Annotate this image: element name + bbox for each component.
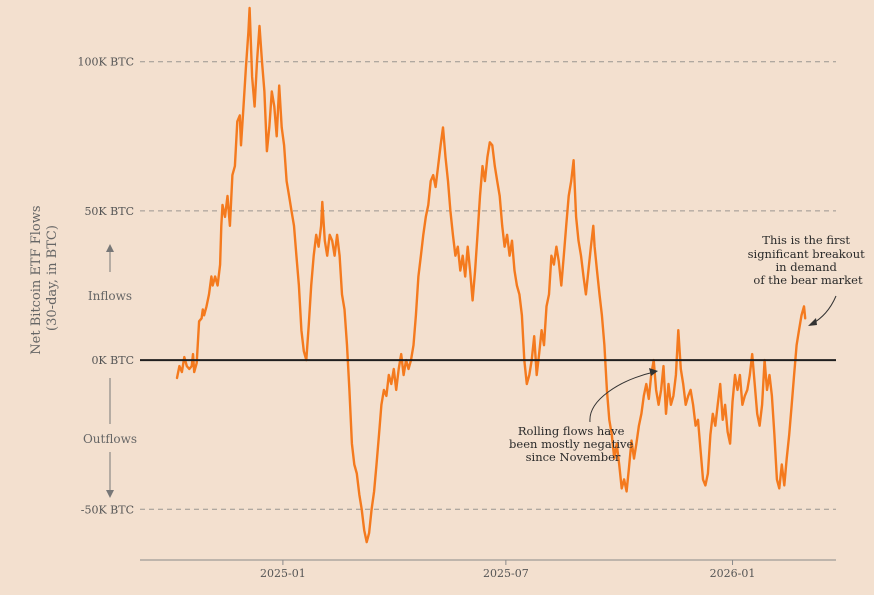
- inflows-label: Inflows: [88, 289, 132, 303]
- annotation-breakout-line-4: of the bear market: [753, 273, 863, 287]
- flow-series: [175, 6, 807, 544]
- x-tick-label-2: 2026-01: [710, 567, 756, 580]
- annotation-breakout-line-3: in demand: [775, 260, 837, 274]
- grid-lines: [140, 61, 836, 510]
- annotation-negative-arrowhead: [649, 368, 658, 376]
- outflows-arrow-head: [106, 490, 114, 498]
- y-axis-label: Net Bitcoin ETF Flows (30-day, in BTC): [29, 201, 60, 354]
- flow-direction-indicator: Inflows Outflows: [83, 244, 137, 498]
- annotation-negative-text: Rolling flows have been mostly negative …: [509, 424, 637, 464]
- annotation-negative-line-3: since November: [526, 450, 621, 464]
- inflows-arrow-head: [106, 244, 114, 252]
- annotation-negative: Rolling flows have been mostly negative …: [509, 368, 658, 464]
- annotation-negative-line-1: Rolling flows have: [518, 424, 625, 438]
- annotation-breakout: This is the first significant breakout i…: [748, 233, 869, 326]
- annotation-breakout-line-1: This is the first: [762, 233, 850, 247]
- flow-line-0: [175, 6, 807, 544]
- outflows-label: Outflows: [83, 432, 137, 446]
- x-tick-label-1: 2025-07: [483, 567, 529, 580]
- annotation-negative-arrow: [589, 371, 655, 423]
- annotation-breakout-text: This is the first significant breakout i…: [748, 233, 869, 287]
- x-tick-label-0: 2025-01: [260, 567, 306, 580]
- annotation-breakout-line-2: significant breakout: [748, 247, 865, 261]
- y-axis-label-line-2: (30-day, in BTC): [45, 225, 60, 331]
- y-tick-label-3: -50K BTC: [81, 503, 134, 516]
- y-tick-label-0: 100K BTC: [77, 56, 134, 69]
- annotation-negative-line-2: been mostly negative: [509, 437, 633, 451]
- annotation-breakout-arrowhead: [808, 318, 817, 326]
- y-axis-label-line-1: Net Bitcoin ETF Flows: [29, 205, 44, 354]
- x-axis: 2025-01 2025-07 2026-01: [140, 559, 836, 580]
- y-tick-label-1: 50K BTC: [84, 205, 134, 218]
- y-tick-labels: 100K BTC 50K BTC 0K BTC -50K BTC: [77, 56, 134, 517]
- y-tick-label-2: 0K BTC: [91, 354, 134, 367]
